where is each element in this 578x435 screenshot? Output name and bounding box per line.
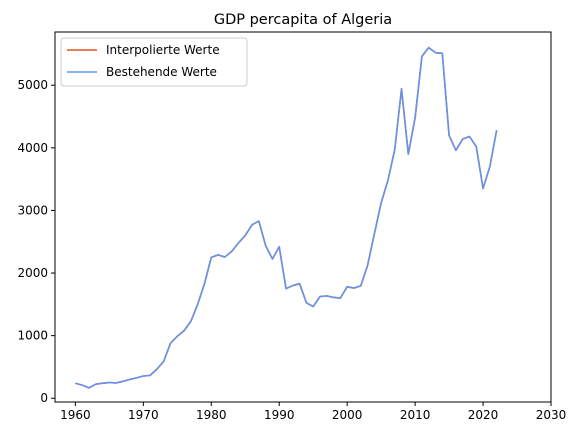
y-tick-label: 3000 [17, 203, 48, 217]
y-tick-label: 5000 [17, 78, 48, 92]
y-tick-label: 4000 [17, 141, 48, 155]
chart-title: GDP percapita of Algeria [214, 12, 392, 28]
y-axis: 0 1000 2000 3000 4000 5000 [17, 78, 55, 405]
x-tick-label: 1980 [196, 408, 227, 422]
y-tick-label: 2000 [17, 266, 48, 280]
y-tick-label: 1000 [17, 329, 48, 343]
y-tick-label: 0 [40, 391, 48, 405]
series-line-existing [75, 46, 498, 389]
plot-area-frame [54, 31, 552, 403]
x-axis: 1960 1970 1980 1990 2000 2010 2020 2030 [60, 402, 566, 422]
legend-box [60, 37, 248, 87]
x-tick-label: 1970 [128, 408, 159, 422]
x-tick-label: 2000 [332, 408, 363, 422]
x-tick-label: 1990 [264, 408, 295, 422]
x-tick-label: 2030 [536, 408, 567, 422]
legend-label-existing: Bestehende Werte [106, 65, 217, 79]
x-tick-label: 1960 [60, 408, 91, 422]
x-tick-label: 2020 [468, 408, 499, 422]
legend-label-interpolated: Interpolierte Werte [106, 43, 220, 57]
series-layer [75, 46, 498, 389]
series-line-interpolated [75, 46, 498, 389]
legend: Interpolierte Werte Bestehende Werte [60, 37, 248, 87]
x-tick-label: 2010 [400, 408, 431, 422]
